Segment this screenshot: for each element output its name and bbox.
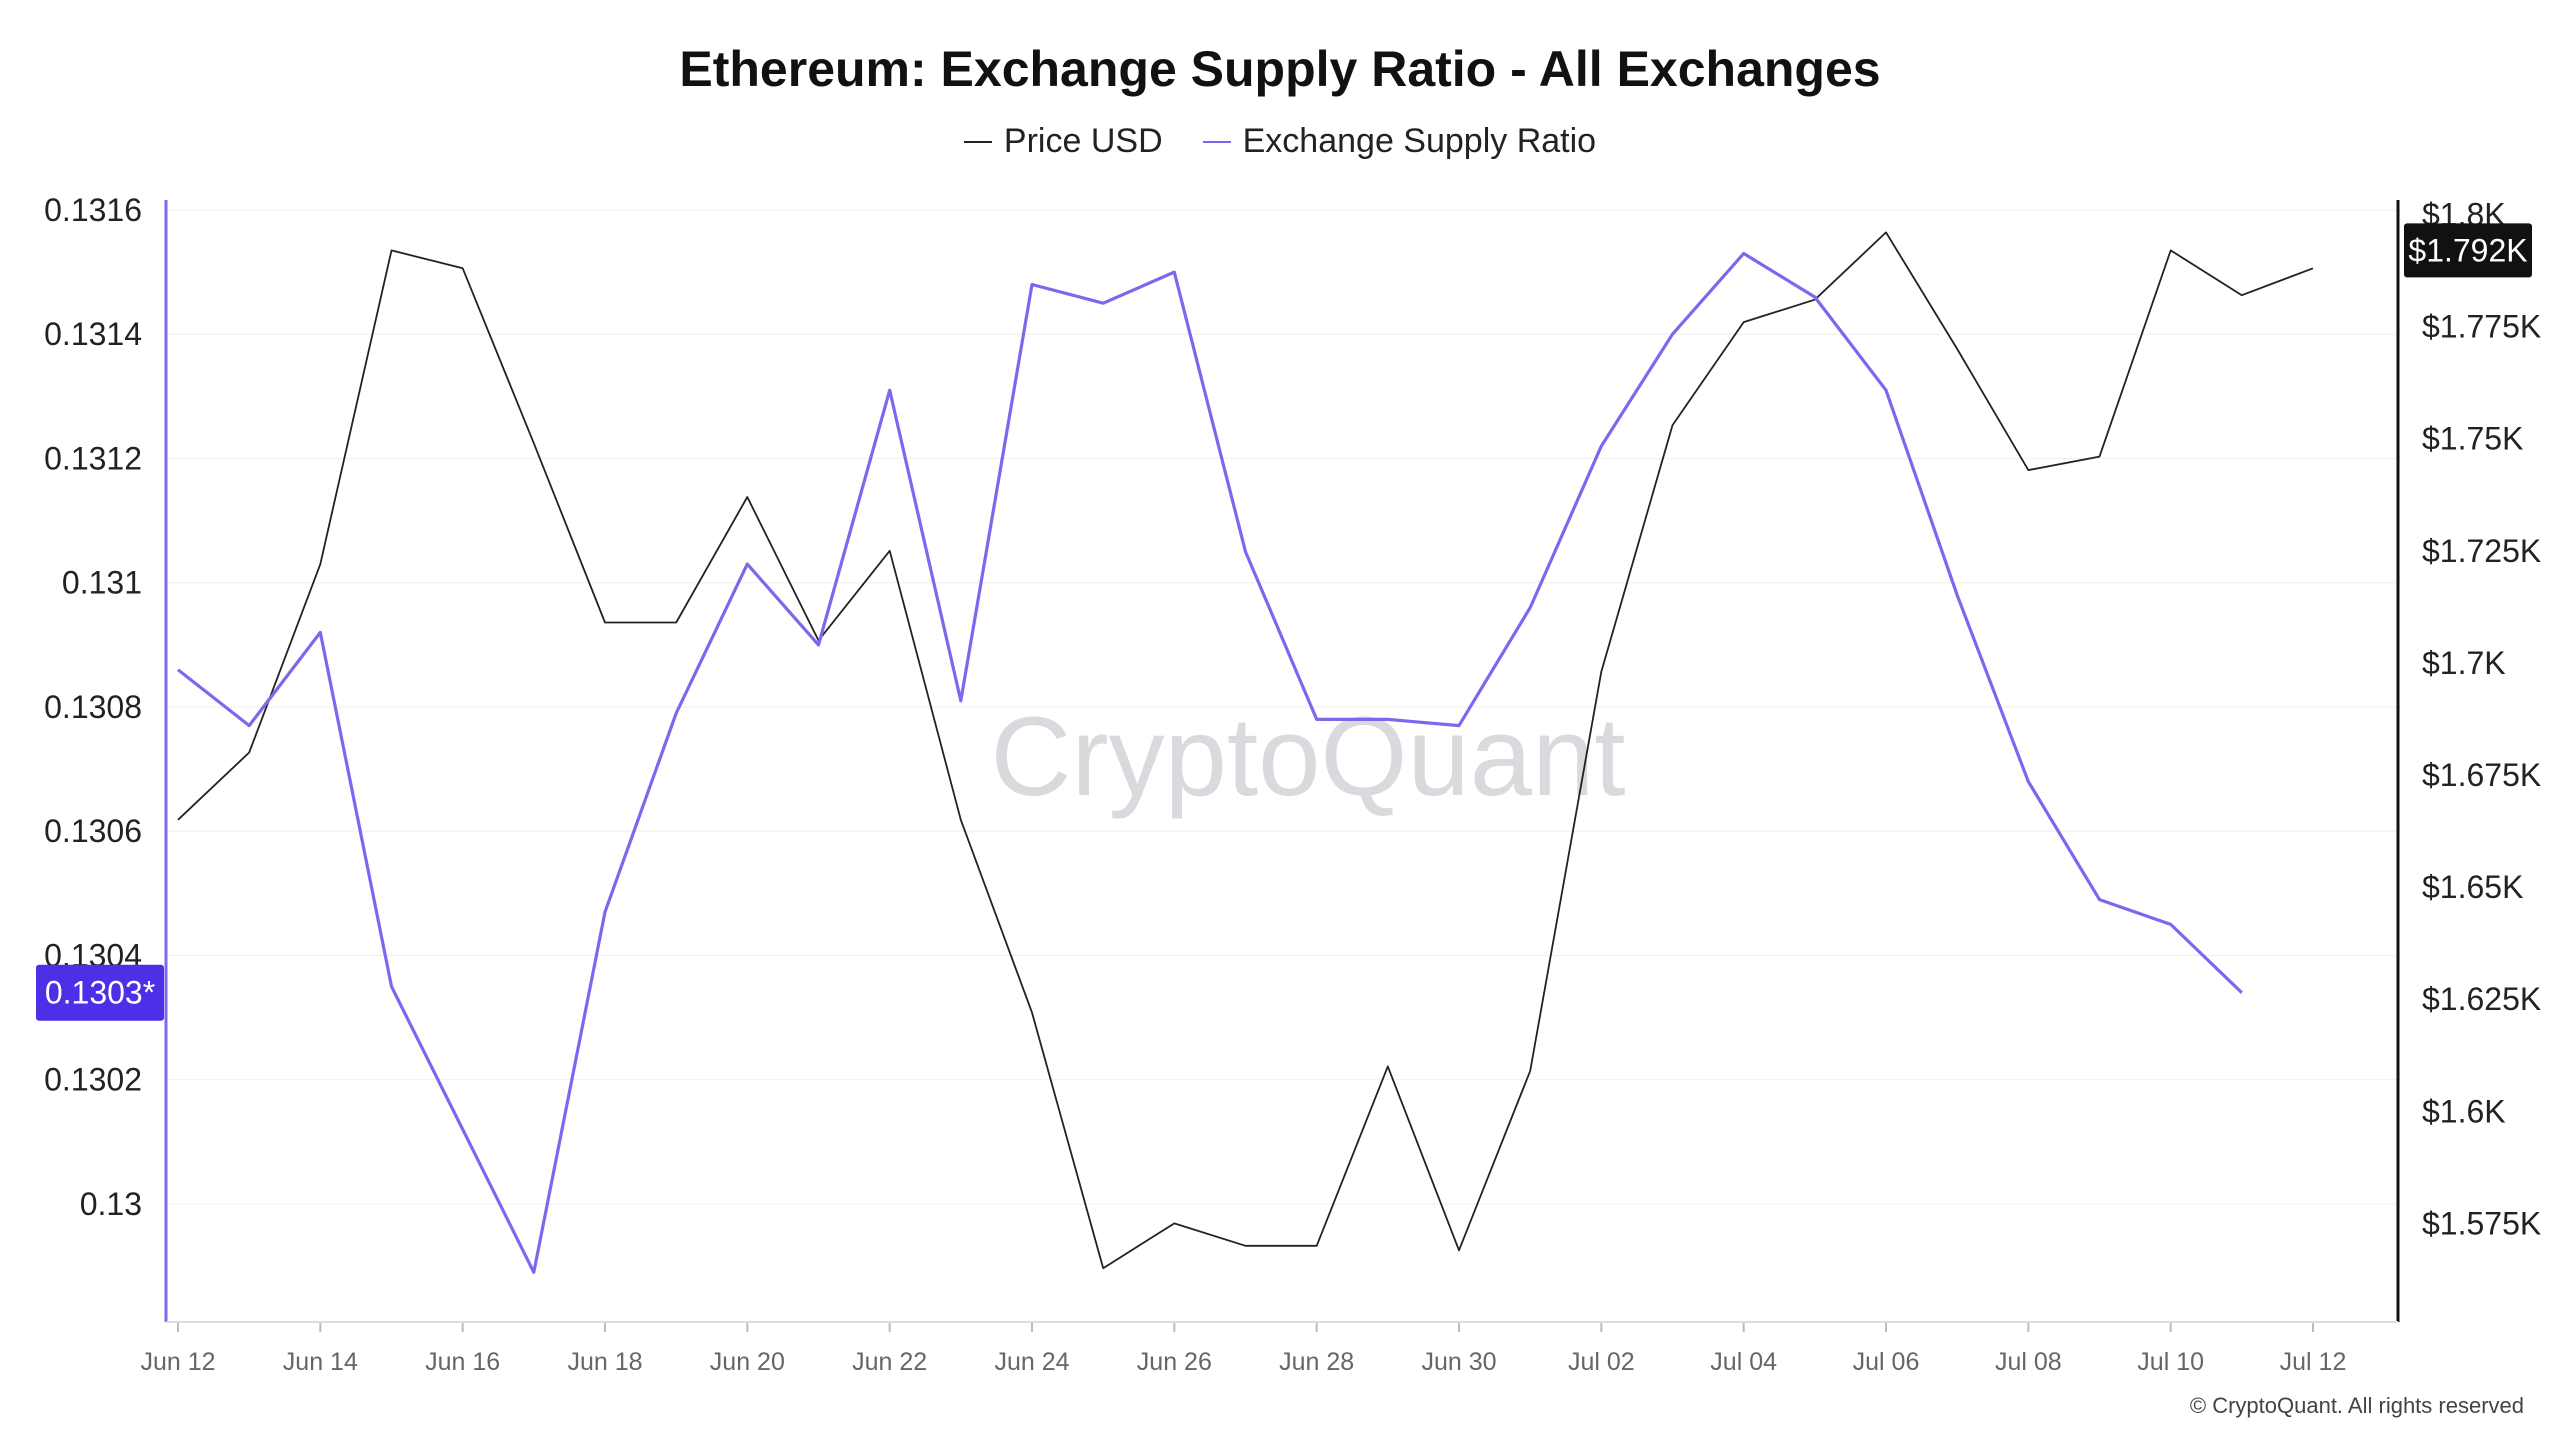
x-tick-label: Jul 04 xyxy=(1710,1348,1777,1376)
y-right-tick-label: $1.625K xyxy=(2422,981,2541,1017)
x-tick-label: Jun 24 xyxy=(994,1348,1069,1376)
grid-lines xyxy=(166,209,2398,1205)
x-tick-label: Jul 12 xyxy=(2280,1348,2347,1376)
x-tick-label: Jun 22 xyxy=(852,1348,927,1376)
legend-label-ratio: Exchange Supply Ratio xyxy=(1242,122,1597,160)
x-tick-label: Jun 26 xyxy=(1137,1348,1212,1376)
legend-item-ratio[interactable]: Exchange Supply Ratio xyxy=(1202,122,1597,161)
x-tick-label: Jun 14 xyxy=(283,1348,358,1376)
legend-item-price[interactable]: Price USD xyxy=(963,122,1163,161)
x-tick-label: Jun 30 xyxy=(1421,1348,1496,1376)
x-tick-label: Jun 18 xyxy=(567,1348,642,1376)
y-left-tick-label: 0.1308 xyxy=(44,689,142,725)
x-tick-label: Jul 08 xyxy=(1995,1348,2062,1376)
x-tick-label: Jun 12 xyxy=(140,1348,215,1376)
watermark: CryptoQuant xyxy=(991,694,1626,819)
y-left-tick-label: 0.1314 xyxy=(44,316,142,352)
value-tags: 0.1303* $1.792K xyxy=(36,223,2532,1021)
price-value-tag-label: $1.792K xyxy=(2408,232,2527,268)
axis-labels: 0.130.13020.13040.13060.13080.1310.13120… xyxy=(44,192,2541,1376)
x-tick-label: Jun 20 xyxy=(710,1348,785,1376)
legend-swatch-price xyxy=(963,140,992,143)
legend-label-price: Price USD xyxy=(1003,122,1163,160)
series-lines xyxy=(177,231,2314,1274)
ratio-value-tag-label: 0.1303* xyxy=(45,975,155,1011)
axes xyxy=(164,200,2400,1332)
y-right-tick-label: $1.675K xyxy=(2422,757,2541,793)
y-right-tick-label: $1.725K xyxy=(2422,533,2541,569)
y-right-tick-label: $1.775K xyxy=(2422,309,2541,345)
y-right-tick-label: $1.575K xyxy=(2422,1205,2541,1241)
y-right-tick-label: $1.75K xyxy=(2422,421,2523,457)
x-tick-label: Jun 16 xyxy=(425,1348,500,1376)
ratio-value-tag xyxy=(36,964,164,1021)
y-left-tick-label: 0.1306 xyxy=(44,813,142,849)
x-tick-label: Jul 06 xyxy=(1853,1348,1920,1376)
y-left-tick-label: 0.131 xyxy=(62,565,142,601)
y-left-tick-label: 0.13 xyxy=(80,1186,142,1222)
x-tick-label: Jul 10 xyxy=(2137,1348,2204,1376)
x-tick-label: Jul 02 xyxy=(1568,1348,1635,1376)
series-line-price xyxy=(177,231,2314,1270)
y-right-tick-label: $1.65K xyxy=(2422,869,2523,905)
price-value-tag xyxy=(2404,223,2532,278)
chart-legend: Price USD Exchange Supply Ratio xyxy=(0,122,2560,161)
x-tick-label: Jun 28 xyxy=(1279,1348,1354,1376)
y-right-tick-label: $1.6K xyxy=(2422,1093,2506,1129)
y-left-tick-label: 0.1312 xyxy=(44,440,142,476)
y-left-tick-label: 0.1302 xyxy=(44,1062,142,1098)
legend-swatch-ratio xyxy=(1202,140,1231,143)
series-line-ratio xyxy=(177,251,2243,1274)
y-left-tick-label: 0.1316 xyxy=(44,192,142,228)
copyright-text: © CryptoQuant. All rights reserved xyxy=(2189,1393,2524,1418)
chart-title: Ethereum: Exchange Supply Ratio - All Ex… xyxy=(679,41,1881,97)
y-right-tick-label: $1.7K xyxy=(2422,645,2506,681)
